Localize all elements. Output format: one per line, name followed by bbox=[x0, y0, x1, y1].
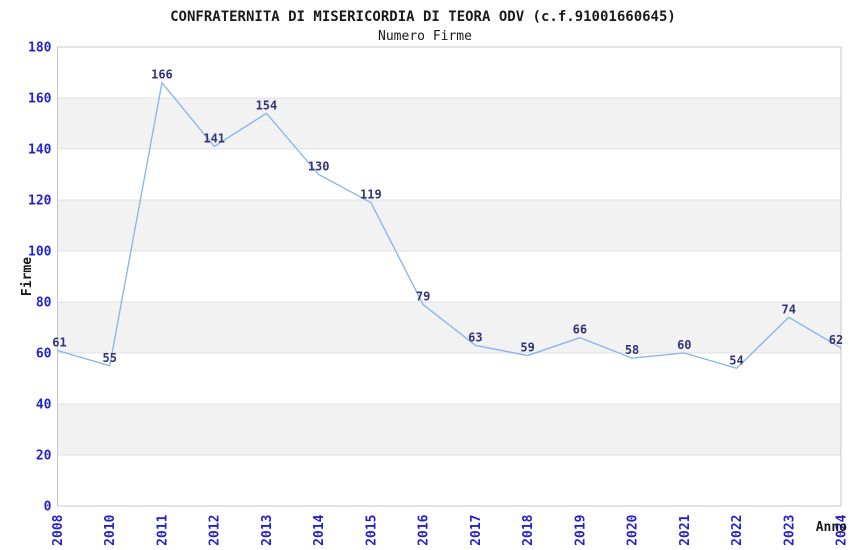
y-tick-label: 180 bbox=[28, 41, 52, 56]
x-tick-label: 2008 bbox=[51, 514, 66, 545]
grid-band bbox=[57, 98, 841, 149]
y-axis-title: Firme bbox=[20, 257, 35, 296]
x-tick-label: 2023 bbox=[782, 515, 797, 546]
plot-area: 0 20 40 60 80 100 120 140 160 180 2008 2010 2011 2012… bbox=[28, 41, 849, 546]
chart-title: CONFRATERNITA DI MISERICORDIA DI TEORA O… bbox=[170, 9, 676, 25]
y-tick-label: 0 bbox=[44, 500, 52, 515]
x-tick-label: 2015 bbox=[364, 515, 379, 546]
grid-band bbox=[57, 200, 841, 251]
y-tick-label: 120 bbox=[28, 194, 52, 209]
data-point-label: 61 bbox=[52, 335, 66, 349]
data-point-label: 58 bbox=[625, 343, 639, 357]
data-point-label: 62 bbox=[829, 333, 843, 347]
data-point-label: 66 bbox=[573, 323, 587, 337]
y-tick-label: 20 bbox=[36, 449, 52, 464]
data-point-label: 60 bbox=[677, 338, 691, 352]
data-point-label: 79 bbox=[416, 290, 430, 304]
y-tick-label: 160 bbox=[28, 92, 52, 107]
x-tick-label: 2014 bbox=[312, 514, 327, 545]
x-axis-title: Anno bbox=[816, 520, 847, 535]
data-point-label: 154 bbox=[256, 98, 278, 112]
x-tick-label: 2017 bbox=[469, 515, 484, 546]
data-point-label: 141 bbox=[203, 131, 225, 145]
plot-border bbox=[57, 46, 842, 507]
y-tick-label: 140 bbox=[28, 143, 52, 158]
data-point-label: 55 bbox=[103, 351, 117, 365]
data-point-label: 130 bbox=[308, 160, 330, 174]
x-tick-label: 2016 bbox=[417, 514, 432, 545]
y-tick-label: 60 bbox=[36, 347, 52, 362]
data-point-label: 119 bbox=[360, 188, 382, 202]
x-tick-label: 2010 bbox=[103, 514, 118, 545]
data-point-label: 166 bbox=[151, 68, 173, 82]
x-tick-label: 2020 bbox=[626, 514, 641, 545]
chart-subtitle: Numero Firme bbox=[378, 29, 472, 44]
x-tick-label: 2021 bbox=[678, 514, 693, 545]
x-tick-label: 2019 bbox=[573, 515, 588, 546]
x-tick-label: 2012 bbox=[208, 515, 223, 546]
x-tick-label: 2011 bbox=[155, 514, 170, 545]
x-tick-label: 2013 bbox=[260, 515, 275, 546]
data-point-label: 59 bbox=[520, 341, 534, 355]
grid-band bbox=[57, 404, 841, 455]
data-point-label: 74 bbox=[782, 302, 796, 316]
data-point-label: 54 bbox=[729, 353, 743, 367]
line-series bbox=[57, 81, 842, 370]
y-tick-label: 80 bbox=[36, 296, 52, 311]
y-tick-label: 40 bbox=[36, 398, 52, 413]
x-tick-label: 2022 bbox=[730, 515, 745, 546]
y-tick-label: 100 bbox=[28, 245, 52, 260]
data-point-label: 63 bbox=[468, 330, 482, 344]
x-tick-label: 2018 bbox=[521, 514, 536, 545]
grid-band bbox=[57, 302, 841, 353]
x-tick-label: 2024 bbox=[835, 514, 850, 545]
